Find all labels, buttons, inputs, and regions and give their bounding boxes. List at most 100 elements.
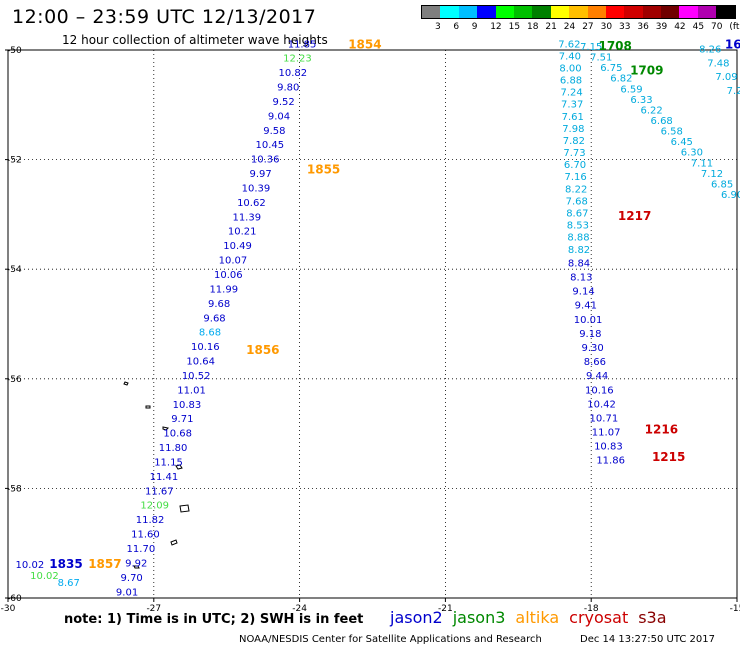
- satellite-legend: jason2 jason3 altika cryosat s3a: [390, 608, 677, 627]
- wave-height-value: 7.51: [590, 53, 612, 64]
- wave-height-value: 7.82: [563, 136, 585, 147]
- colorbar-cell: [550, 6, 570, 18]
- wave-height-value: 8.53: [567, 221, 589, 232]
- wave-height-value: 10.64: [186, 357, 215, 368]
- colorbar-cell: [477, 6, 496, 18]
- lat-tick-label: -56: [7, 375, 22, 385]
- map-title: 12:00 – 23:59 UTC 12/13/2017: [12, 6, 317, 28]
- wave-height-value: 7.98: [562, 124, 584, 135]
- colorbar-label: 12: [490, 22, 502, 32]
- wave-height-value: 11.41: [150, 472, 179, 483]
- island-outline: [162, 426, 170, 431]
- wave-height-value: 11.85: [288, 39, 317, 50]
- wave-height-value: 7.12: [701, 169, 723, 180]
- island-outline: [133, 565, 140, 569]
- wave-height-value: 8.66: [584, 357, 606, 368]
- wave-height-value: 8.67: [566, 208, 588, 219]
- colorbar-label: 33: [619, 22, 631, 32]
- colorbar-label: 42: [674, 22, 686, 32]
- wave-height-value: 7.24: [560, 88, 582, 99]
- map-subtitle: 12 hour collection of altimeter wave hei…: [62, 33, 328, 47]
- wave-height-value: 11.67: [145, 486, 174, 497]
- wave-height-value: 8.68: [199, 328, 221, 339]
- lat-tick-label: -54: [7, 265, 22, 275]
- axis-ticks: -30 -27 -24 -21 -18 -15 -50 -52 -54 -56 -58 -60: [1, 46, 740, 614]
- wave-height-value: 8.84: [568, 258, 590, 269]
- colorbar-label: 24: [563, 22, 576, 32]
- island-outline: [175, 464, 183, 470]
- colorbar-cell: [569, 6, 588, 18]
- colorbar-label: 45: [692, 22, 705, 32]
- wave-height-value: 6.22: [640, 105, 662, 116]
- lat-tick-label: -50: [7, 46, 22, 56]
- wave-height-value: 9.01: [116, 587, 138, 598]
- wave-height-value: 10.71: [590, 413, 619, 424]
- wave-height-value: 8.67: [58, 578, 80, 589]
- satellite-legend-cryosat: cryosat: [569, 608, 629, 627]
- wave-height-value: 6.82: [610, 74, 632, 85]
- wave-height-value: 6.75: [600, 63, 622, 74]
- wave-height-value: 11.39: [232, 212, 261, 223]
- wave-height-value: 10.52: [182, 371, 211, 382]
- map-frame: [7, 49, 738, 599]
- satellite-legend-altika: altika: [515, 608, 560, 627]
- wave-height-value: 6.45: [671, 137, 693, 148]
- colorbar-unit: (ft): [729, 22, 740, 32]
- wave-height-value: 10.21: [228, 227, 257, 238]
- pass-time-label: 1856: [246, 343, 279, 357]
- wave-height-value: 7.61: [562, 112, 584, 123]
- island-outline: [123, 381, 129, 386]
- pass-time-label: 16: [725, 37, 740, 51]
- wave-height-value: 8.26: [699, 45, 721, 56]
- satellite-legend-jason2: jason2: [390, 608, 443, 627]
- lon-tick-label: -21: [438, 604, 453, 614]
- colorbar-label: 3: [435, 22, 441, 32]
- pass-time-label: 1708: [598, 39, 631, 53]
- lon-tick-label: -24: [292, 604, 307, 614]
- island-outline: [170, 539, 178, 546]
- wave-height-value: 7.73: [563, 148, 585, 159]
- wave-height-value: 7.48: [707, 58, 729, 69]
- wave-height-value: 6.88: [560, 76, 582, 87]
- wave-height-value: 7.16: [564, 172, 586, 183]
- wave-height-value: 10.42: [587, 399, 616, 410]
- wave-height-value: 9.68: [203, 313, 225, 324]
- wave-height-value: 9.52: [272, 97, 294, 108]
- satellite-legend-s3a: s3a: [638, 608, 667, 627]
- wave-height-value: 10.07: [219, 256, 248, 267]
- wave-height-value: 11.15: [154, 457, 183, 468]
- lat-tick-label: -58: [7, 484, 22, 494]
- wave-height-value: 10.16: [585, 385, 614, 396]
- colorbar-cell: [624, 6, 643, 18]
- wave-height-value: 8.13: [570, 273, 592, 284]
- colorbar-cell: [716, 6, 735, 18]
- wave-height-value: 8.88: [567, 233, 589, 244]
- wave-height-value: 6.59: [620, 84, 642, 95]
- wave-height-value: 8.00: [559, 63, 581, 74]
- wave-height-value: 10.36: [251, 155, 280, 166]
- wave-height-value: 7.68: [566, 196, 588, 207]
- wave-height-value: 12.23: [283, 54, 312, 65]
- wave-height-value: 9.18: [579, 329, 601, 340]
- colorbar-cell: [679, 6, 698, 18]
- colorbar-cell: [458, 6, 478, 18]
- altimeter-tracks: 11.85 12.23 10.82 9.80 9.52 9.04 9.58 10.45 10.3…: [16, 39, 740, 598]
- colorbar-label: 36: [637, 22, 649, 32]
- colorbar-cell: [587, 6, 606, 18]
- wave-height-value: 10.82: [279, 68, 308, 79]
- wave-height-value: 11.80: [159, 443, 188, 454]
- map-border: [7, 49, 738, 599]
- wave-height-value: 10.06: [214, 270, 243, 281]
- colorbar-label: 9: [471, 22, 478, 32]
- pass-time-label: 1855: [307, 162, 340, 176]
- wave-height-value: 11.60: [131, 530, 160, 541]
- wave-height-value: 8.82: [568, 245, 590, 256]
- colorbar-label: 21: [545, 22, 557, 32]
- lon-tick-label: -15: [730, 604, 740, 614]
- wave-height-value: 10.49: [223, 241, 252, 252]
- pass-time-label: 1215: [652, 450, 685, 464]
- wave-height-value: 6.70: [564, 160, 586, 171]
